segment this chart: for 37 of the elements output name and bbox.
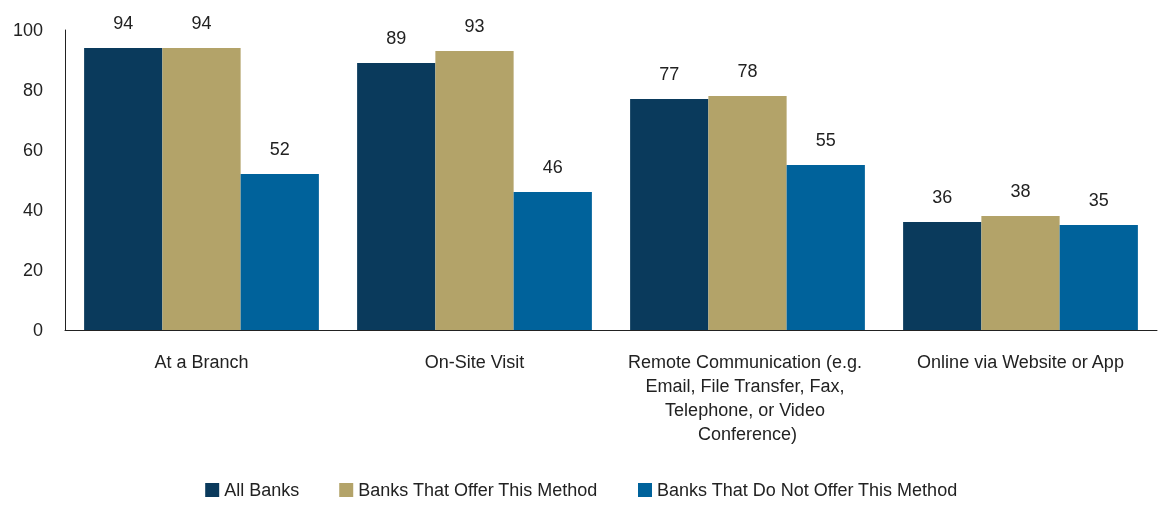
bar [357, 63, 436, 330]
y-tick-label: 40 [22, 200, 43, 220]
y-tick-label: 100 [12, 20, 43, 40]
data-label: 52 [269, 139, 290, 159]
data-label: 55 [815, 130, 836, 150]
data-label: 38 [1010, 181, 1031, 201]
data-label: 94 [191, 13, 212, 33]
data-label: 36 [932, 187, 953, 207]
y-tick-label: 0 [32, 320, 43, 340]
y-tick-label: 80 [22, 80, 43, 100]
y-tick-label: 60 [22, 140, 43, 160]
data-label: 78 [737, 61, 758, 81]
data-label: 35 [1088, 190, 1109, 210]
bar [981, 216, 1060, 330]
legend-label: Banks That Offer This Method [358, 480, 598, 500]
legend-label: All Banks [224, 480, 300, 500]
bar [513, 192, 592, 330]
data-label: 94 [113, 13, 134, 33]
bar [435, 51, 514, 330]
bar [903, 222, 982, 330]
x-tick-label: Online via Website or App [917, 352, 1124, 372]
y-tick-label: 20 [22, 260, 43, 280]
x-tick-label: On-Site Visit [424, 352, 525, 372]
data-label: 77 [659, 64, 680, 84]
bar [240, 174, 319, 330]
data-label: 93 [464, 16, 485, 36]
legend-label: Banks That Do Not Offer This Method [657, 480, 958, 500]
bar [786, 165, 865, 330]
data-label: 89 [386, 28, 407, 48]
x-tick-label: Remote Communication (e.g. Email, File Transfer, Fax, Telephone, or Video Conference) [627, 352, 868, 444]
data-label: 46 [542, 157, 563, 177]
bar [1059, 225, 1138, 330]
bar [84, 48, 163, 330]
bar [162, 48, 241, 330]
bar [708, 96, 787, 330]
x-tick-label: At a Branch [154, 352, 249, 372]
bar [630, 99, 709, 330]
